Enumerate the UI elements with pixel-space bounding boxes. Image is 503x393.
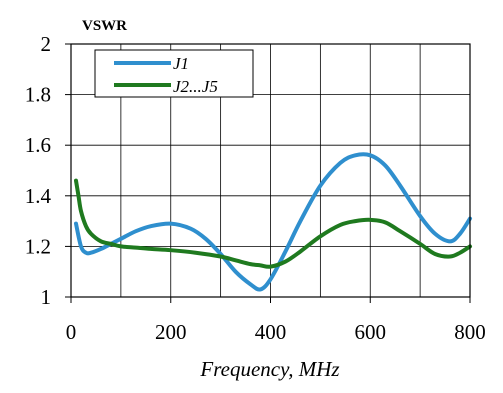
series-lines <box>73 152 472 292</box>
x-tick-label-0: 0 <box>66 320 77 344</box>
x-tick-label-200: 200 <box>155 320 187 344</box>
legend: J1 J2...J5 <box>94 49 254 98</box>
axis-ticks: 0 200 400 600 800 1 1.2 1.4 1.6 1.8 2 <box>25 32 486 344</box>
y-tick-label-1-2: 1.2 <box>25 234 51 258</box>
y-axis-title: VSWR <box>82 18 127 34</box>
legend-label-j1: J1 <box>173 54 189 73</box>
y-tick-label-1-4: 1.4 <box>25 184 52 208</box>
legend-box <box>94 49 254 98</box>
x-tick-label-800: 800 <box>454 320 486 344</box>
legend-label-j2-j5: J2...J5 <box>173 77 218 96</box>
series-line-j2-j5 <box>73 178 472 269</box>
y-tick-label-1-6: 1.6 <box>25 133 51 157</box>
x-tick-label-600: 600 <box>355 320 387 344</box>
y-tick-label-2: 2 <box>41 32 52 56</box>
y-tick-label-1: 1 <box>41 285 52 309</box>
x-tick-label-400: 400 <box>255 320 287 344</box>
y-tick-label-1-8: 1.8 <box>25 83 51 107</box>
x-axis-title: Frequency, MHz <box>199 357 339 381</box>
